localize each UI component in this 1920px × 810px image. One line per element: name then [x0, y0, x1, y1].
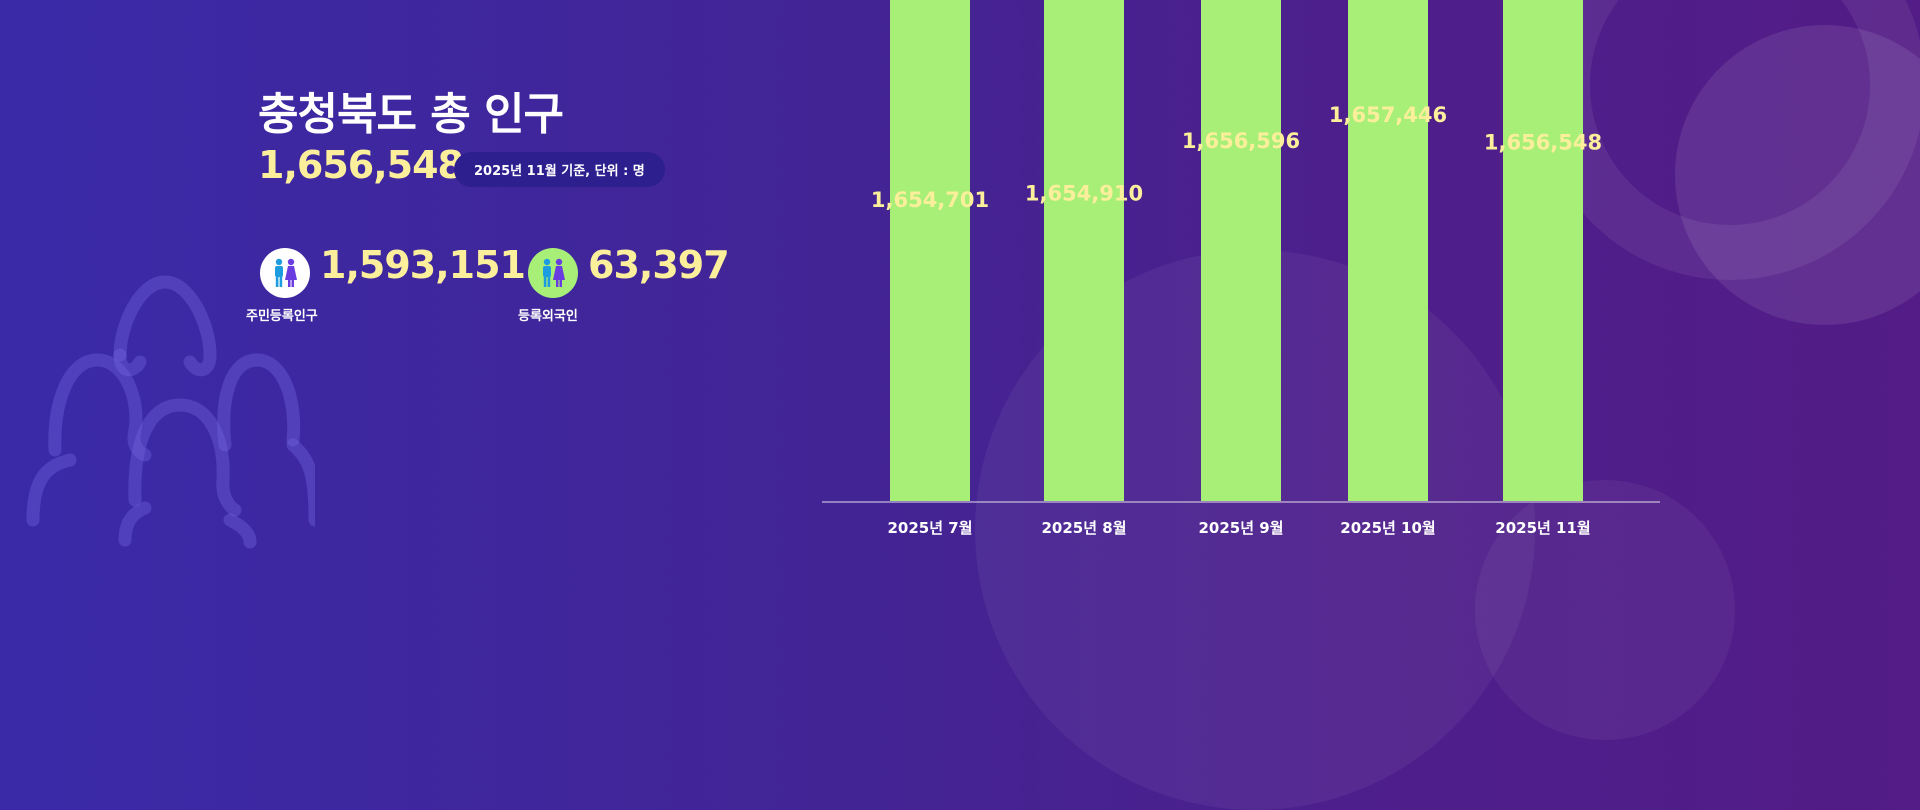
- foreign-people-icon: [528, 248, 578, 298]
- total-value-label: 1,657,446: [1329, 103, 1447, 127]
- resident-people-icon: [260, 248, 310, 298]
- foreign-bar: [1348, 0, 1428, 501]
- total-value-label: 1,656,596: [1182, 129, 1300, 153]
- total-value: 1,656,548: [258, 143, 464, 187]
- man-woman-icon: [543, 258, 565, 287]
- total-value-label: 1,654,701: [871, 188, 989, 212]
- foreign-bar: [890, 0, 970, 501]
- x-tick-label: 2025년 11월: [1495, 519, 1590, 537]
- resident-population-label: 주민등록인구: [246, 309, 318, 324]
- foreign-bar: [1201, 0, 1281, 501]
- foreign-population-label: 등록외국인: [518, 309, 578, 324]
- total-value-label: 1,654,910: [1025, 181, 1143, 205]
- x-tick-label: 2025년 8월: [1041, 519, 1126, 537]
- date-unit-badge: 2025년 11월 기준, 단위 : 명: [454, 152, 665, 187]
- man-woman-icon: [275, 258, 297, 287]
- x-tick-label: 2025년 7월: [887, 519, 972, 537]
- foreign-population-value: 63,397: [588, 243, 730, 287]
- total-value-label: 1,656,548: [1484, 131, 1602, 155]
- x-tick-label: 2025년 9월: [1198, 519, 1283, 537]
- foreign-bar: [1044, 0, 1124, 501]
- resident-population-value: 1,593,151: [320, 243, 526, 287]
- page-title: 충청북도 총 인구: [258, 89, 564, 140]
- foreign-bar: [1503, 0, 1583, 501]
- x-tick-label: 2025년 10월: [1340, 519, 1435, 537]
